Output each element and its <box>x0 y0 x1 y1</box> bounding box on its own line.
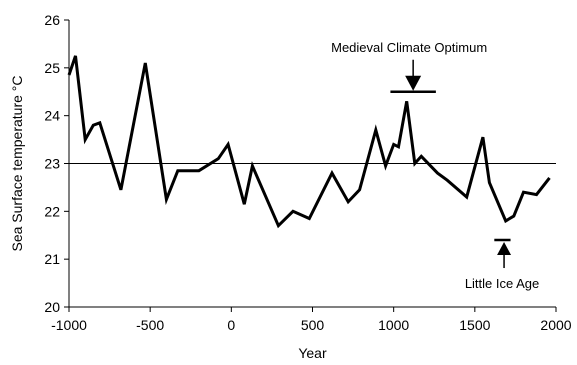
x-tick-label: 500 <box>301 317 325 333</box>
x-tick-label: 2000 <box>540 317 571 333</box>
y-tick-label: 20 <box>44 299 60 315</box>
series <box>67 55 551 229</box>
y-tick-label: 24 <box>44 108 60 124</box>
x-tick-label: -1000 <box>51 317 87 333</box>
y-tick-label: 26 <box>44 12 60 28</box>
x-tick-label: -500 <box>136 317 164 333</box>
series-line <box>67 55 551 229</box>
y-tick-label: 21 <box>44 251 60 267</box>
annotation-arrow-head <box>497 242 512 256</box>
y-tick-label: 25 <box>44 60 60 76</box>
annotations: Medieval Climate Optimum Little Ice Age <box>331 40 539 291</box>
x-axis-title: Year <box>298 345 327 361</box>
x-tick-label: 1000 <box>378 317 409 333</box>
y-tick-label: 23 <box>44 156 60 172</box>
x-tick-label: 0 <box>227 317 235 333</box>
y-axis-title: Sea Surface temperature °C <box>9 75 25 251</box>
annotation: Medieval Climate Optimum <box>331 40 487 93</box>
annotation: Little Ice Age <box>465 238 539 291</box>
annotation-arrow-head <box>405 75 422 91</box>
y-tick-label: 22 <box>44 203 60 219</box>
annotation-label: Medieval Climate Optimum <box>331 40 487 55</box>
annotation-label: Little Ice Age <box>465 276 539 291</box>
x-tick-label: 1500 <box>459 317 490 333</box>
ticks: 20 21 22 23 24 25 26 -1000 -500 0 500 1000 1500 2000 <box>44 12 571 333</box>
